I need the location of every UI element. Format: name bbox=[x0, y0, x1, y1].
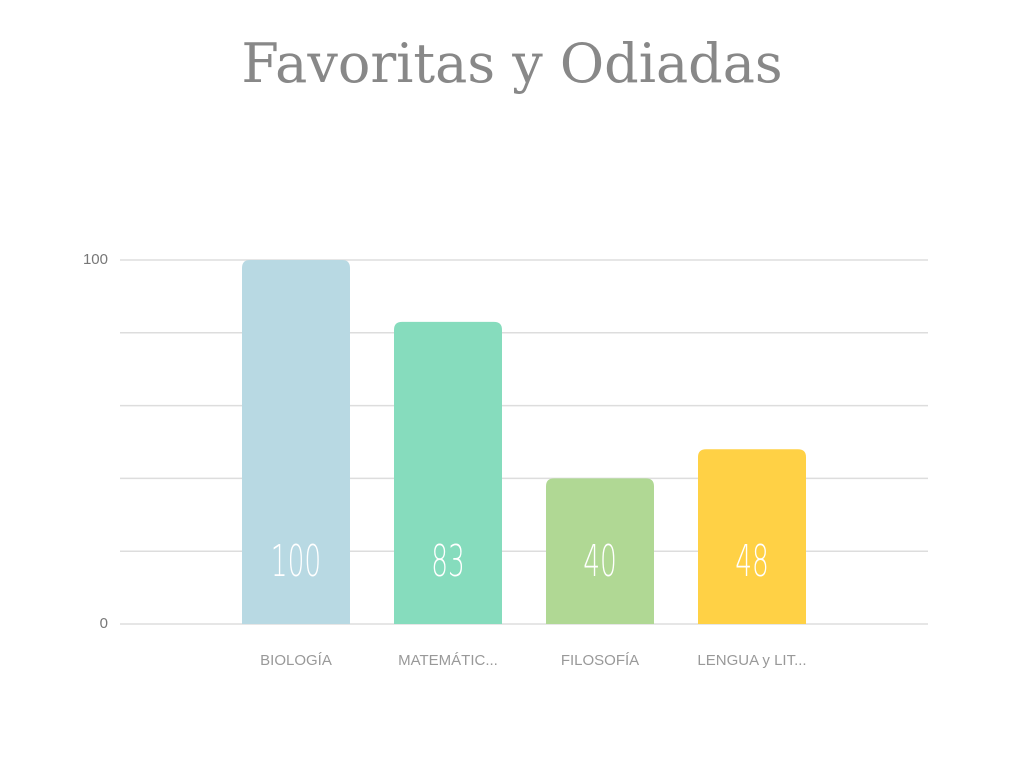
bar bbox=[394, 321, 502, 624]
value-label: 40 bbox=[583, 535, 617, 587]
value-label: 100 bbox=[271, 535, 321, 587]
y-tick-label: 100 bbox=[83, 251, 108, 268]
value-label: 83 bbox=[431, 535, 465, 587]
x-tick-label: FILOSOFÍA bbox=[561, 652, 639, 669]
y-tick-label: 0 bbox=[100, 615, 108, 632]
chart-title: Favoritas y Odiadas bbox=[241, 32, 782, 95]
x-tick-label: MATEMÁTIC... bbox=[398, 652, 498, 669]
value-label: 48 bbox=[735, 535, 769, 587]
bar bbox=[242, 260, 350, 624]
bar bbox=[698, 449, 806, 624]
x-tick-label: BIOLOGÍA bbox=[260, 652, 332, 669]
bar bbox=[546, 478, 654, 624]
x-tick-label: LENGUA y LIT... bbox=[697, 652, 806, 669]
